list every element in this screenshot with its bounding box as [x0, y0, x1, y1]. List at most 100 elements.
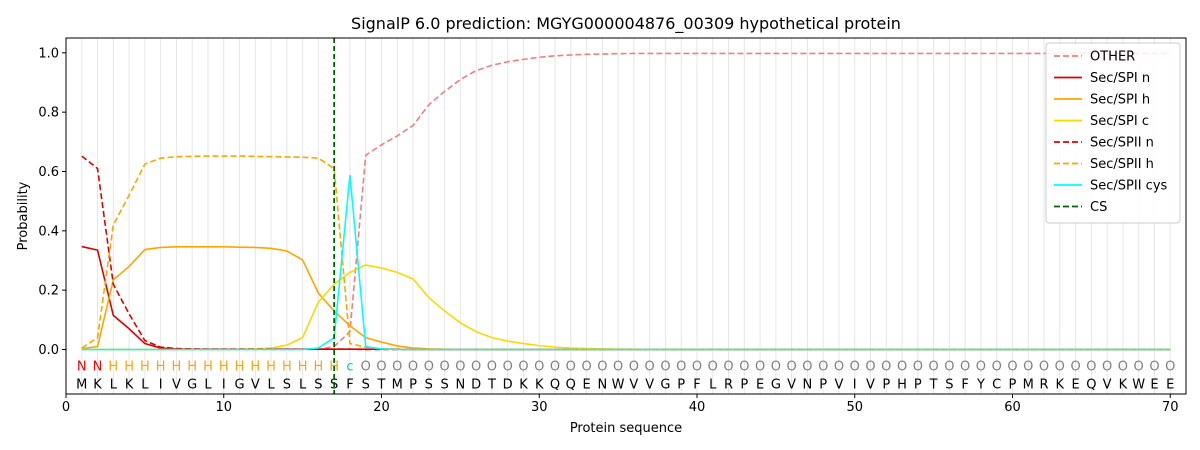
residue-letter: G [187, 378, 197, 393]
region-label: H [124, 360, 134, 375]
residue-letter: I [159, 378, 163, 393]
y-axis-ticks: 0.0 0.2 0.4 0.6 0.8 1.0 [38, 46, 66, 358]
series-line-5 [81, 155, 1171, 351]
residue-letter: L [141, 378, 149, 393]
region-label: O [960, 360, 970, 375]
residue-letter: G [234, 378, 244, 393]
residue-letter: K [519, 378, 528, 393]
residue-letter: Q [566, 378, 576, 393]
residue-letter: L [709, 378, 717, 393]
residue-letter: K [535, 378, 544, 393]
region-label: O [645, 360, 655, 375]
region-label: O [1165, 360, 1175, 375]
residue-letter: V [835, 378, 844, 393]
legend-label: Sec/SPI h [1090, 93, 1150, 108]
region-label: O [487, 360, 497, 375]
region-label: O [850, 360, 860, 375]
region-label: O [1007, 360, 1017, 375]
region-label: O [455, 360, 465, 375]
residue-letter: V [866, 378, 875, 393]
region-label: H [187, 360, 197, 375]
residue-letter: T [487, 378, 496, 393]
region-label: O [613, 360, 623, 375]
region-label: N [77, 360, 87, 375]
region-label: O [692, 360, 702, 375]
region-label: O [944, 360, 954, 375]
region-label: O [723, 360, 733, 375]
region-label: O [408, 360, 418, 375]
residue-letter: L [299, 378, 307, 393]
residue-letter: M [392, 378, 403, 393]
residue-letter: W [612, 378, 625, 393]
legend-label: Sec/SPII h [1090, 157, 1154, 172]
residue-letter: I [222, 378, 226, 393]
residue-letter: D [471, 378, 481, 393]
residue-letter: N [803, 378, 813, 393]
legend-label: Sec/SPII n [1090, 136, 1154, 151]
residue-letter: S [425, 378, 433, 393]
region-label: O [787, 360, 797, 375]
legend-label: Sec/SPI c [1090, 114, 1149, 129]
residue-letter: G [771, 378, 781, 393]
residue-letter: K [125, 378, 134, 393]
region-label: O [503, 360, 513, 375]
x-tick-label: 70 [1162, 400, 1179, 415]
region-label: c [346, 360, 353, 375]
plot-frame [65, 37, 1187, 395]
residue-letter: M [1023, 378, 1034, 393]
residue-letter: E [756, 378, 764, 393]
region-label: O [534, 360, 544, 375]
residue-letter: K [1056, 378, 1065, 393]
region-label: O [755, 360, 765, 375]
region-label: H [235, 360, 245, 375]
region-label: O [550, 360, 560, 375]
region-label: O [392, 360, 402, 375]
residue-letter: L [110, 378, 118, 393]
y-axis-label: Probability [16, 181, 31, 250]
region-label: H [250, 360, 260, 375]
region-label: O [708, 360, 718, 375]
region-label: O [1086, 360, 1096, 375]
residue-letter: T [377, 378, 386, 393]
region-label: O [818, 360, 828, 375]
residue-letter: C [992, 378, 1001, 393]
residue-letter: P [1009, 378, 1017, 393]
region-label: N [93, 360, 103, 375]
series-line-0 [81, 52, 1171, 351]
region-label: O [1118, 360, 1128, 375]
x-tick-label: 0 [62, 400, 70, 415]
region-label: O [566, 360, 576, 375]
region-label: O [1023, 360, 1033, 375]
x-tick-label: 60 [1004, 400, 1021, 415]
residue-letter: S [440, 378, 448, 393]
sequence-letters: NMNKHLHKHLHIHVHGHLHIHGHVHLHSHLHSHScFOSOT… [76, 360, 1175, 393]
region-label: O [1134, 360, 1144, 375]
residue-letter: V [251, 378, 260, 393]
residue-letter: P [409, 378, 417, 393]
region-label: O [439, 360, 449, 375]
residue-letter: E [1166, 378, 1174, 393]
residue-letter: L [267, 378, 275, 393]
residue-letter: E [1150, 378, 1158, 393]
region-label: O [1070, 360, 1080, 375]
y-tick-label: 0.6 [38, 165, 59, 180]
residue-letter: P [882, 378, 890, 393]
region-label: O [834, 360, 844, 375]
residue-letter: S [362, 378, 370, 393]
residue-letter: Y [976, 378, 985, 393]
residue-letter: K [1119, 378, 1128, 393]
residue-letter: S [945, 378, 953, 393]
residue-letter: H [897, 378, 907, 393]
region-label: O [471, 360, 481, 375]
region-label: O [865, 360, 875, 375]
region-label: H [219, 360, 229, 375]
region-label: O [1149, 360, 1159, 375]
region-label: O [660, 360, 670, 375]
region-label: O [424, 360, 434, 375]
region-label: O [1039, 360, 1049, 375]
region-label: O [581, 360, 591, 375]
series-lines [81, 38, 1171, 394]
region-label: H [314, 360, 324, 375]
region-label: H [108, 360, 118, 375]
legend-label: Sec/SPI n [1090, 71, 1150, 86]
